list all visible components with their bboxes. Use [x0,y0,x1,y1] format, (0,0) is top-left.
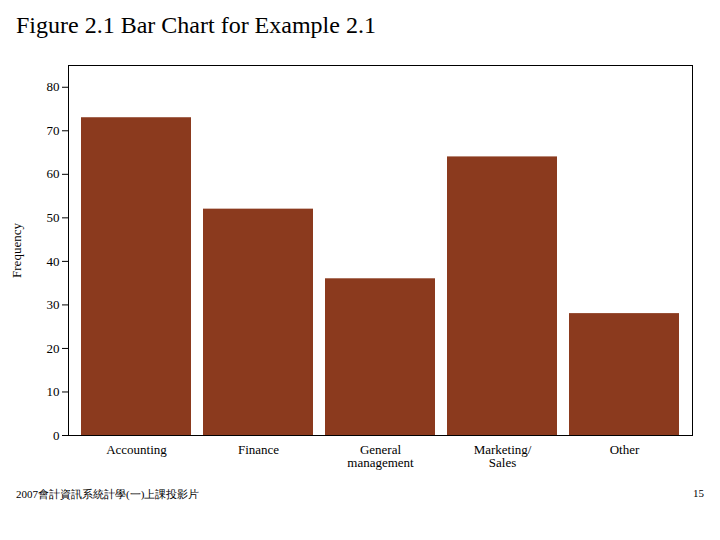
svg-text:Other: Other [610,442,640,457]
svg-text:Finance: Finance [238,442,279,457]
svg-text:70: 70 [47,123,60,138]
svg-text:10: 10 [47,384,60,399]
svg-text:50: 50 [47,210,60,225]
svg-text:Frequency: Frequency [9,223,24,278]
svg-text:40: 40 [47,254,60,269]
svg-text:60: 60 [47,166,60,181]
svg-text:20: 20 [47,341,60,356]
svg-text:Accounting: Accounting [106,442,167,457]
html-text:Figure 2.1 Bar Chart for Examp: Figure 2.1 Bar Chart for Example 2.1 [16,12,376,38]
html-text:15: 15 [693,487,704,499]
svg-text:30: 30 [47,297,60,312]
svg-text:0: 0 [53,428,60,443]
html-text:2007會計資訊系統計學(一)上課投影片: 2007會計資訊系統計學(一)上課投影片 [16,488,200,500]
svg-text:Generalmanagement: Generalmanagement [347,442,414,470]
svg-text:80: 80 [47,79,60,94]
svg-text:Marketing/Sales: Marketing/Sales [474,442,532,470]
